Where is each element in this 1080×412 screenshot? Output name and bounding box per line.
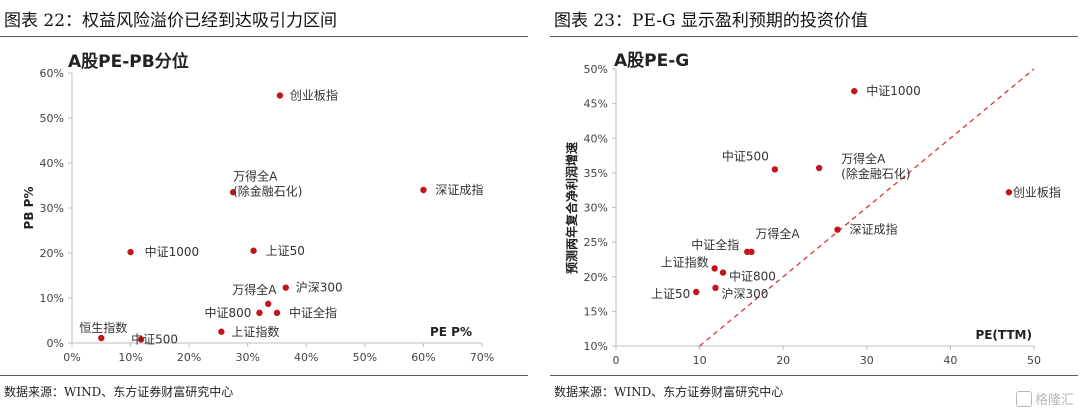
x-tick-label: 20% bbox=[177, 351, 201, 364]
x-tick-label: 30 bbox=[860, 354, 874, 367]
x-tick-label: 10 bbox=[693, 354, 707, 367]
y-tick-label: 50% bbox=[40, 112, 64, 125]
title-divider bbox=[0, 36, 528, 37]
y-tick-label: 40% bbox=[584, 132, 608, 145]
y-axis-label: 预测两年复合净利润增速 bbox=[564, 142, 579, 274]
x-axis-label: PE(TTM) bbox=[975, 328, 1032, 342]
data-point-label: 中证全指 bbox=[289, 305, 337, 320]
data-point bbox=[693, 288, 700, 296]
data-point bbox=[127, 248, 134, 256]
y-tick-label: 20% bbox=[40, 247, 64, 260]
source-divider bbox=[0, 375, 528, 376]
y-tick-label: 45% bbox=[584, 98, 608, 111]
data-point bbox=[815, 164, 823, 172]
data-point-label: 深证成指 bbox=[435, 182, 483, 197]
y-tick-label: 15% bbox=[584, 305, 608, 318]
y-tick-label: 60% bbox=[40, 67, 64, 80]
y-tick-label: 25% bbox=[584, 236, 608, 249]
data-point-label: 中证500 bbox=[722, 148, 769, 163]
source-divider bbox=[550, 375, 1078, 376]
chart-title: A股PE-PB分位 bbox=[68, 51, 189, 72]
data-point-label: 中证800 bbox=[205, 305, 252, 320]
data-point-label: 上证50 bbox=[266, 244, 305, 258]
data-point bbox=[834, 226, 841, 233]
data-point-label: 中证全指 bbox=[691, 237, 739, 252]
data-point-label: 中证1000 bbox=[145, 244, 200, 259]
y-tick-label: 50% bbox=[584, 63, 608, 76]
x-tick-label: 20 bbox=[776, 354, 790, 367]
watermark-logo-icon bbox=[1015, 391, 1032, 407]
data-point-label: 上证指数 bbox=[231, 324, 279, 339]
data-point bbox=[276, 92, 284, 99]
data-point bbox=[282, 284, 289, 291]
x-tick-label: 40 bbox=[943, 354, 957, 367]
x-tick-label: 60% bbox=[411, 351, 435, 364]
x-tick-label: 50 bbox=[1027, 354, 1041, 367]
data-point-label: 上证50 bbox=[651, 287, 690, 301]
data-point bbox=[273, 309, 281, 317]
pe-pb-scatter-chart: A股PE-PB分位 0% 10% 20% 30% 40% 50% 60% 70% 0% 10% 20%… bbox=[22, 51, 494, 364]
x-tick-label: 0 bbox=[613, 354, 620, 367]
figure-22-title: 图表 22：权益风险溢价已经到达吸引力区间 bbox=[4, 11, 338, 31]
y-tick-label: 10% bbox=[584, 340, 608, 353]
data-point bbox=[229, 189, 237, 196]
data-point bbox=[1005, 189, 1013, 196]
data-point bbox=[712, 284, 719, 292]
data-point bbox=[711, 265, 718, 272]
watermark: 格隆汇 bbox=[1015, 389, 1074, 408]
data-point-label: 沪深300 bbox=[721, 287, 768, 301]
x-axis-label: PE P% bbox=[430, 325, 472, 339]
data-point-label: 创业板指 bbox=[1013, 184, 1061, 199]
x-tick-label: 10% bbox=[118, 351, 142, 364]
y-tick-label: 30% bbox=[40, 202, 64, 215]
y-tick-label: 35% bbox=[584, 167, 608, 180]
data-point-label: 沪深300 bbox=[296, 281, 343, 295]
data-point bbox=[265, 300, 272, 308]
data-point-label: 万得全A bbox=[232, 282, 277, 297]
y-tick-label: 0% bbox=[47, 337, 64, 350]
data-point bbox=[744, 248, 751, 256]
reference-diagonal-line bbox=[699, 68, 1035, 347]
figure-22-panel: 图表 22：权益风险溢价已经到达吸引力区间 A股PE-PB分位 0% 10% 20% 3… bbox=[0, 0, 530, 412]
x-tick-label: 50% bbox=[353, 351, 377, 364]
data-point bbox=[420, 186, 427, 194]
data-point-label: 中证800 bbox=[729, 269, 776, 284]
x-tick-label: 0% bbox=[63, 351, 80, 364]
data-point bbox=[256, 309, 263, 317]
data-point bbox=[98, 334, 105, 342]
chart-title: A股PE-G bbox=[614, 51, 689, 71]
data-point-label: 深证成指 bbox=[850, 222, 898, 237]
y-axis-label: PB P% bbox=[22, 187, 36, 230]
data-point-label: 万得全A (除金融石化) bbox=[233, 168, 302, 198]
data-point-label: 恒生指数 bbox=[79, 320, 127, 335]
y-tick-label: 20% bbox=[584, 271, 608, 284]
data-point bbox=[218, 328, 225, 335]
figure-23-title: 图表 23：PE-G 显示盈利预期的投资价值 bbox=[554, 11, 868, 31]
data-point bbox=[851, 87, 858, 95]
y-tick-label: 30% bbox=[584, 202, 608, 215]
pe-g-scatter-chart: A股PE-G 0 10 20 30 40 50 10% 15% 20% 25% 30% 35% 40% 45… bbox=[564, 51, 1061, 367]
y-tick-label: 10% bbox=[40, 292, 64, 305]
data-point-label: 上证指数 bbox=[661, 254, 709, 269]
x-tick-label: 30% bbox=[235, 351, 259, 364]
x-tick-label: 40% bbox=[294, 351, 318, 364]
data-point bbox=[137, 336, 145, 343]
data-point bbox=[719, 269, 727, 276]
data-point bbox=[250, 247, 257, 254]
data-point-label: 创业板指 bbox=[290, 88, 338, 103]
figure-22-source: 数据来源：WIND、东方证券财富研究中心 bbox=[4, 385, 234, 399]
data-point-label: 万得全A bbox=[755, 226, 800, 241]
data-point-label: 中证1000 bbox=[866, 83, 921, 98]
data-point-label: 万得全A (除金融石化) bbox=[841, 151, 910, 181]
x-tick-label: 70% bbox=[470, 351, 494, 364]
data-point-label: 中证500 bbox=[131, 331, 178, 346]
figure-23-source: 数据来源：WIND、东方证券财富研究中心 bbox=[554, 385, 784, 399]
y-tick-label: 40% bbox=[40, 157, 64, 170]
title-divider bbox=[550, 36, 1078, 37]
figure-23-panel: 图表 23：PE-G 显示盈利预期的投资价值 A股PE-G 0 10 20 30 40 50… bbox=[550, 0, 1080, 412]
data-point bbox=[771, 166, 779, 173]
watermark-text: 格隆汇 bbox=[1034, 393, 1074, 408]
